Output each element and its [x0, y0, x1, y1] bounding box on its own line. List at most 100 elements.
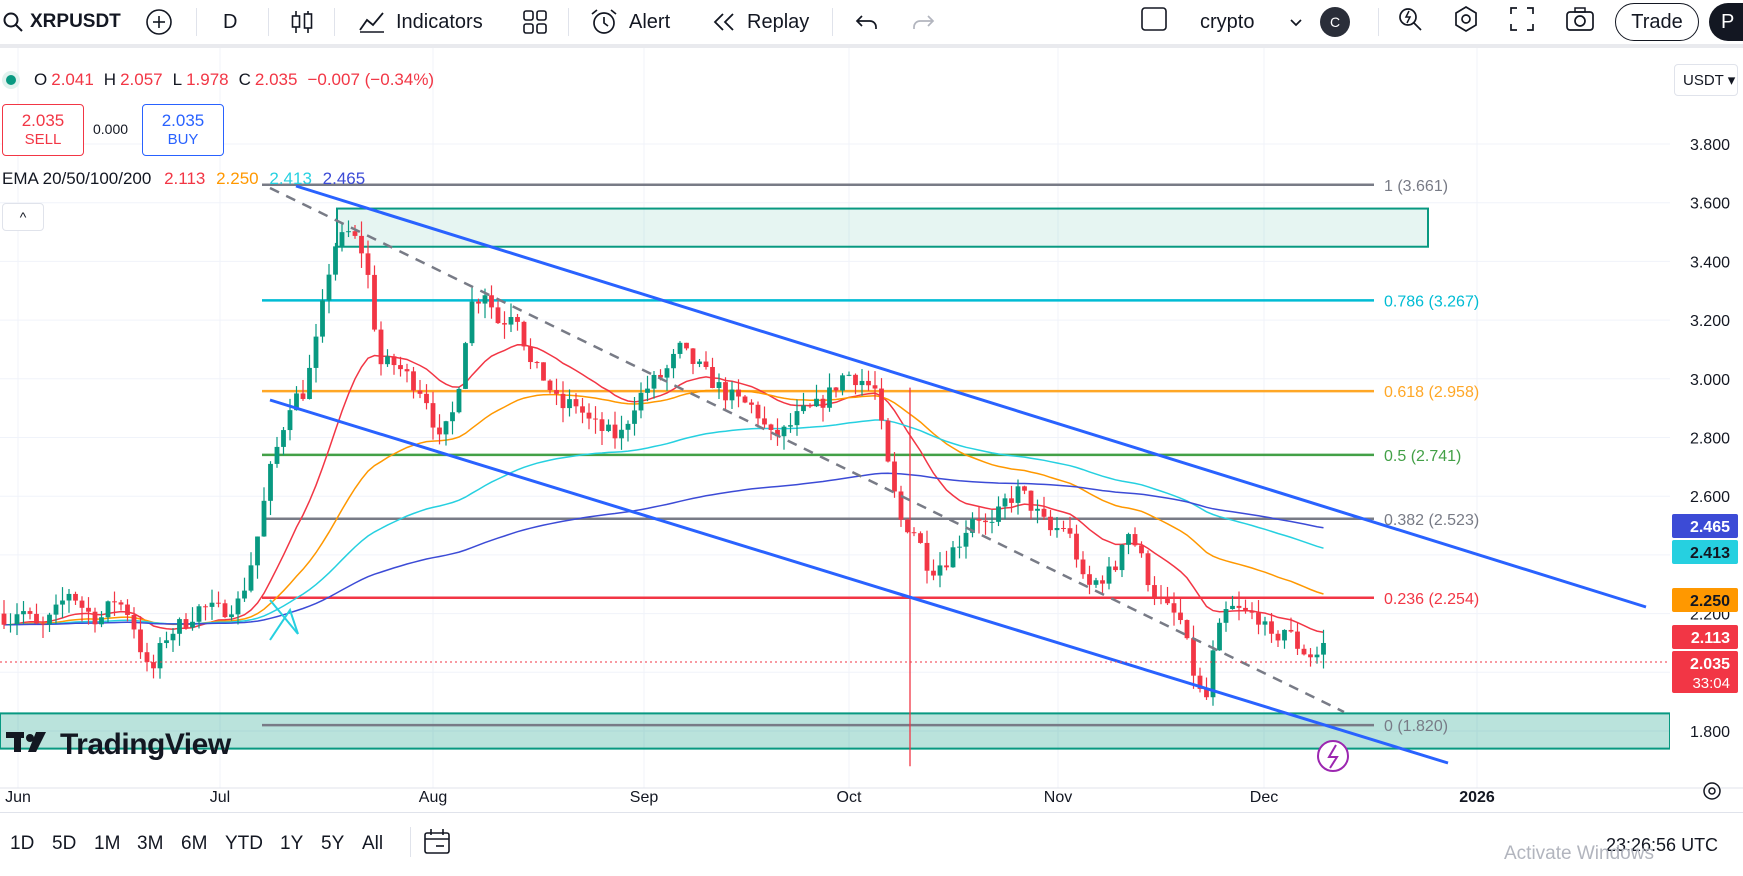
candle-body	[27, 611, 33, 614]
fullscreen-button[interactable]	[1509, 0, 1535, 44]
settings-button[interactable]	[1452, 0, 1480, 44]
layout-name: crypto	[1200, 10, 1255, 33]
ema-legend[interactable]: EMA 20/50/100/200 2.113 2.250 2.413 2.46…	[2, 169, 365, 189]
fib-label: 0.618 (2.958)	[1384, 384, 1479, 401]
countdown-label: 33:04	[1692, 675, 1730, 692]
time-axis-label: Nov	[1044, 789, 1072, 806]
sell-button[interactable]: 2.035 SELL	[2, 104, 84, 156]
candle-body	[911, 532, 917, 534]
time-axis-bg	[0, 788, 1743, 808]
clock[interactable]: 23:26:56 UTC	[1606, 835, 1719, 855]
range-all[interactable]: All	[362, 833, 384, 854]
candle-body	[963, 532, 969, 547]
candle-body	[1080, 559, 1086, 575]
layout-name-button[interactable]: crypto	[1200, 0, 1254, 44]
ema100-value: 2.413	[269, 169, 312, 188]
range-1d[interactable]: 1D	[10, 833, 35, 854]
interval-button[interactable]: D	[223, 0, 237, 44]
candle-body	[60, 600, 65, 605]
camera-icon	[1565, 6, 1595, 38]
close-value: 2.035	[254, 70, 298, 89]
candle-body	[1100, 580, 1105, 584]
avatar[interactable]: C	[1320, 7, 1350, 37]
goto-date-button[interactable]	[422, 827, 452, 862]
candle-body	[463, 343, 468, 389]
candle-body	[515, 317, 520, 322]
chart-area[interactable]: 1 (3.661) 0.786 (3.267) 0.618 (2.958) 0.5 (…	[0, 48, 1743, 808]
time-axis-label: 2026	[1459, 789, 1495, 806]
candle-body	[294, 393, 299, 411]
ema200-line	[3, 472, 1324, 626]
range-5y[interactable]: 5Y	[321, 833, 345, 854]
range-6m[interactable]: 6M	[181, 833, 208, 854]
candle-body	[794, 411, 800, 426]
candle-body	[372, 274, 377, 330]
alert-button[interactable]: Alert	[589, 0, 670, 44]
time-axis-label: Jul	[210, 789, 230, 806]
separator	[832, 8, 833, 36]
candle-body	[528, 346, 533, 363]
currency-selector[interactable]: USDT ▾	[1674, 64, 1738, 96]
layout-checkbox[interactable]	[1140, 0, 1168, 44]
candle-body	[619, 429, 624, 439]
candle-body	[164, 640, 169, 644]
candle-body	[703, 361, 709, 368]
snapshot-button[interactable]	[1565, 0, 1595, 44]
open-value: 2.041	[51, 70, 94, 89]
trade-button[interactable]: Trade	[1615, 3, 1699, 41]
candle-body	[1015, 486, 1021, 503]
price-chart[interactable]: 1 (3.661) 0.786 (3.267) 0.618 (2.958) 0.5 (…	[0, 48, 1743, 808]
templates-button[interactable]	[522, 0, 548, 44]
candle-body	[1308, 654, 1313, 658]
undo-button[interactable]	[855, 0, 879, 44]
candle-body	[196, 606, 202, 622]
candle-body	[580, 406, 585, 413]
redo-button[interactable]	[911, 0, 935, 44]
candle-body	[1301, 648, 1307, 655]
collapse-legend-button[interactable]: ^	[2, 203, 44, 231]
buy-button[interactable]: 2.035 BUY	[142, 104, 224, 156]
candle-body	[833, 387, 839, 391]
candle-body	[1048, 516, 1053, 531]
publish-button[interactable]: P	[1709, 3, 1743, 41]
lightning-icon	[1327, 744, 1339, 769]
symbol-label: XRPUSDT	[30, 11, 121, 32]
candle-body	[547, 380, 553, 391]
candle-body	[1243, 607, 1248, 611]
range-3m[interactable]: 3M	[137, 833, 164, 854]
candle-body	[476, 301, 481, 304]
candle-body	[1022, 486, 1027, 491]
candle-body	[541, 362, 546, 381]
candle-body	[645, 388, 650, 393]
candle-body	[807, 405, 813, 407]
channel-lower-line	[269, 398, 1449, 765]
range-1m[interactable]: 1M	[94, 833, 121, 854]
indicators-button[interactable]: Indicators	[358, 0, 483, 44]
layout-dropdown[interactable]	[1289, 0, 1303, 44]
replay-button[interactable]: Replay	[711, 0, 809, 44]
symbol-search[interactable]: XRPUSDT	[2, 0, 121, 44]
compare-button[interactable]	[145, 0, 173, 44]
range-ytd[interactable]: YTD	[225, 833, 263, 854]
candle-body	[346, 231, 351, 233]
range-1y[interactable]: 1Y	[280, 833, 304, 854]
replay-label: Replay	[747, 10, 810, 33]
range-5d[interactable]: 5D	[52, 833, 77, 854]
candle-body	[554, 390, 559, 394]
candle-body	[34, 613, 39, 624]
candle-body	[203, 606, 208, 608]
tradingview-logo[interactable]: TradingView	[6, 728, 231, 762]
candle-body	[606, 424, 611, 431]
candle-body	[456, 388, 462, 413]
chart-type-button[interactable]	[290, 0, 314, 44]
candle-body	[157, 643, 163, 669]
candle-body	[944, 565, 949, 568]
pattern-mark	[269, 607, 299, 641]
fib-label: 0.786 (3.267)	[1384, 293, 1479, 310]
quick-search-button[interactable]	[1396, 0, 1424, 44]
chart-settings-button[interactable]	[1700, 779, 1724, 808]
candle-body	[151, 662, 156, 669]
chevron-up-icon: ^	[19, 209, 27, 225]
price-tag	[1672, 625, 1738, 649]
candle-body	[222, 603, 228, 618]
